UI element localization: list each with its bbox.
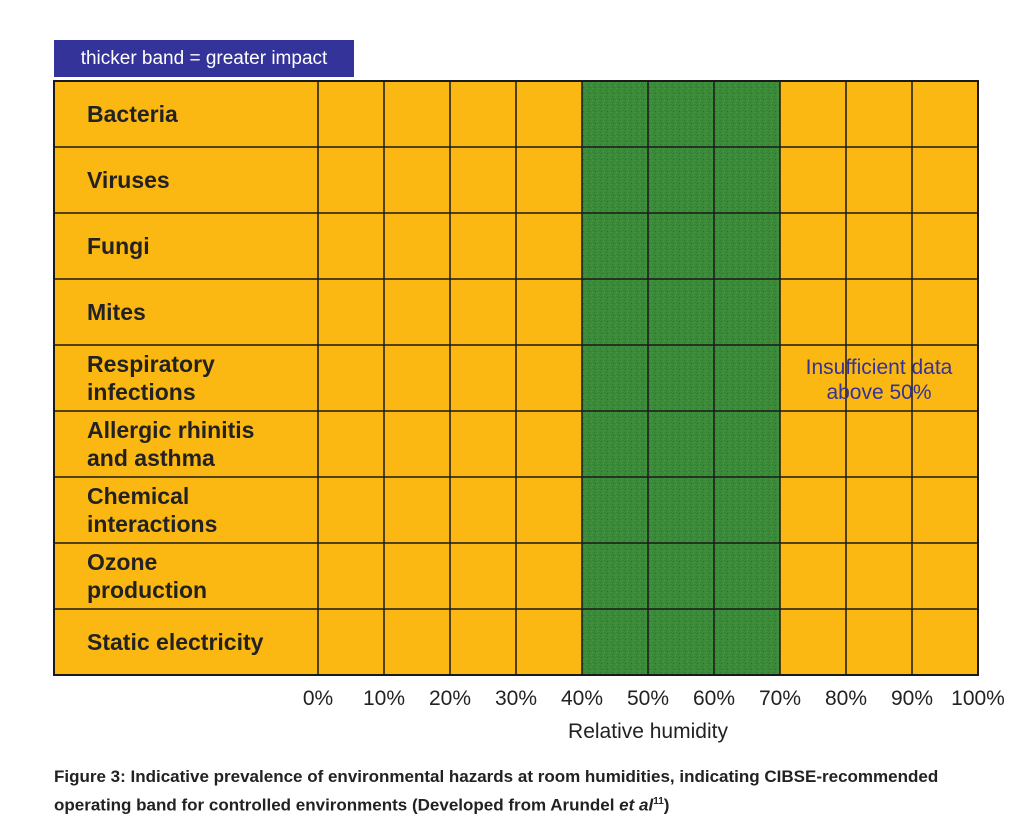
row-label: production: [87, 577, 207, 603]
row-label: Fungi: [87, 233, 150, 259]
row-label: Viruses: [87, 167, 170, 193]
row-label: Allergic rhinitis: [87, 417, 254, 443]
x-tick-label: 80%: [825, 687, 867, 710]
figure-caption: Figure 3: Indicative prevalence of envir…: [54, 764, 954, 818]
row-label: Static electricity: [87, 629, 264, 655]
chart-border: [53, 80, 979, 676]
row-label: Chemical: [87, 483, 189, 509]
row-label: Mites: [87, 299, 146, 325]
x-tick-label: 90%: [891, 687, 933, 710]
caption-end: ): [663, 795, 670, 815]
x-tick-label: 100%: [951, 687, 1005, 710]
x-tick-label: 50%: [627, 687, 669, 710]
row-label: infections: [87, 379, 196, 405]
row-label: Respiratory: [87, 351, 215, 377]
caption-reference: 11: [653, 796, 664, 807]
optimal-humidity-zone: [582, 81, 780, 675]
legend-text: thicker band = greater impact: [80, 47, 328, 69]
row-label: interactions: [87, 511, 217, 537]
x-tick-label: 20%: [429, 687, 471, 710]
legend-box: thicker band = greater impact: [54, 40, 354, 77]
x-tick-label: 70%: [759, 687, 801, 710]
label-column-bg: [54, 81, 318, 675]
annotation-text: above 50%: [826, 381, 931, 404]
x-axis: 0% 10% 20% 30% 40% 50% 60% 70% 80% 90% 100% Relativ…: [303, 687, 1005, 743]
x-tick-label: 0%: [303, 687, 333, 710]
row-label: Bacteria: [87, 101, 178, 127]
x-tick-label: 30%: [495, 687, 537, 710]
x-axis-title: Relative humidity: [568, 720, 728, 743]
row-labels: Bacteria Viruses Fungi Mites Respiratoryinfe…: [54, 81, 318, 675]
humidity-hazard-chart: Bacteria Viruses Fungi Mites Respiratoryinfe…: [53, 80, 1005, 743]
chart-grid: [53, 80, 979, 676]
x-tick-label: 10%: [363, 687, 405, 710]
caption-text: Figure 3: Indicative prevalence of envir…: [54, 767, 939, 815]
annotation-text: Insufficient data: [806, 356, 953, 379]
x-tick-label: 40%: [561, 687, 603, 710]
caption-italic: et al: [619, 795, 654, 815]
x-tick-label: 60%: [693, 687, 735, 710]
row-label: Ozone: [87, 549, 157, 575]
row-label: and asthma: [87, 445, 215, 471]
